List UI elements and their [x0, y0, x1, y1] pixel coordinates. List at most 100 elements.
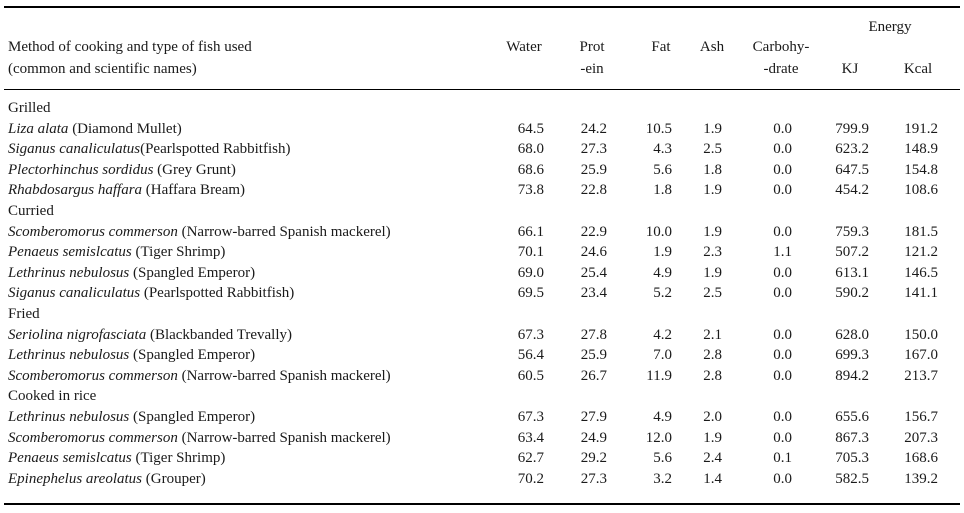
cell-carbohydrate: 0.0: [773, 141, 792, 158]
cell-protein: 27.3: [580, 141, 607, 158]
fish-name-cell: Lethrinus nebulosus (Spangled Emperor): [8, 407, 255, 427]
cell-water: 69.5: [517, 285, 544, 302]
cell-ash: 2.8: [703, 347, 722, 364]
cell-water: 68.6: [517, 161, 544, 178]
cell-protein: 24.9: [580, 429, 607, 446]
cell-energy-kcal: 181.5: [904, 223, 938, 240]
cell-water: 70.1: [517, 244, 544, 261]
table-row: Penaeus semislcatus (Tiger Shrimp) 70.1 24…: [0, 242, 964, 263]
cell-energy-kj: 705.3: [835, 450, 869, 467]
cell-ash: 1.9: [703, 429, 722, 446]
cell-carbohydrate: 0.0: [773, 367, 792, 384]
scientific-name: Plectorhinchus sordidus: [8, 161, 154, 178]
group-header-row: Cooked in rice: [0, 386, 964, 407]
scientific-name: Siganus canaliculatus: [8, 285, 141, 302]
table-row: Scomberomorus commerson (Narrow-barred S…: [0, 428, 964, 449]
cell-ash: 1.9: [703, 223, 722, 240]
cell-water: 67.3: [517, 409, 544, 425]
common-name: (Grey Grunt): [153, 161, 236, 178]
cell-fat: 3.2: [653, 470, 672, 487]
cell-water: 56.4: [517, 347, 544, 364]
cell-carbohydrate: 0.0: [773, 264, 792, 281]
fish-name-cell: Lethrinus nebulosus (Spangled Emperor): [8, 345, 255, 365]
cell-energy-kcal: 207.3: [904, 429, 938, 446]
common-name: (Spangled Emperor): [129, 409, 256, 425]
common-name: (Diamond Mullet): [68, 120, 182, 137]
cell-water: 68.0: [517, 141, 544, 158]
scientific-name: Lethrinus nebulosus: [8, 264, 130, 281]
cell-energy-kj: 759.3: [835, 223, 869, 240]
cell-energy-kcal: 191.2: [904, 120, 938, 137]
cell-fat: 7.0: [653, 347, 672, 364]
cell-energy-kj: 699.3: [835, 347, 869, 364]
cell-energy-kj: 647.5: [835, 161, 869, 178]
cell-energy-kcal: 168.6: [904, 450, 938, 467]
cell-energy-kcal: 146.5: [904, 264, 938, 281]
cell-fat: 1.9: [653, 244, 672, 261]
cell-energy-kcal: 154.8: [904, 161, 938, 178]
cell-protein: 22.8: [580, 182, 607, 199]
scientific-name: Penaeus semislcatus: [8, 450, 132, 467]
cell-ash: 2.1: [703, 326, 722, 343]
header-energy-kcal: Kcal: [903, 61, 933, 77]
cell-ash: 1.9: [703, 120, 722, 137]
table-row: Scomberomorus commerson (Narrow-barred S…: [0, 222, 964, 243]
group-header-row: Fried: [0, 304, 964, 325]
cell-fat: 5.6: [653, 161, 672, 178]
fish-name-cell: Seriolina nigrofasciata (Blackbanded Tre…: [8, 325, 292, 345]
fish-name-cell: Penaeus semislcatus (Tiger Shrimp): [8, 242, 225, 262]
header-method-line1: Method of cooking and type of fish used: [8, 39, 252, 55]
common-name: (Haffara Bream): [142, 182, 246, 199]
cell-carbohydrate: 0.1: [773, 450, 792, 467]
cell-energy-kj: 454.2: [835, 182, 869, 199]
table-row: Siganus canaliculatus (Pearlspotted Rabb…: [0, 283, 964, 304]
cell-fat: 10.5: [645, 120, 672, 137]
cell-fat: 4.3: [653, 141, 672, 158]
cooking-method-label: Curried: [8, 203, 54, 219]
fish-name-cell: Plectorhinchus sordidus (Grey Grunt): [8, 160, 236, 180]
header-energy: Energy: [868, 19, 912, 35]
scientific-name: Siganus canaliculatus: [8, 141, 141, 158]
cell-energy-kcal: 139.2: [904, 470, 938, 487]
scientific-name: Epinephelus areolatus: [8, 470, 143, 487]
header-carbohydrate-line1: Carbohy-: [752, 39, 810, 55]
cell-protein: 26.7: [580, 367, 607, 384]
cell-energy-kj: 507.2: [835, 244, 869, 261]
cell-fat: 4.2: [653, 326, 672, 343]
cell-energy-kj: 623.2: [835, 141, 869, 158]
header-energy-kj: KJ: [841, 61, 859, 77]
top-rule: [4, 6, 960, 8]
cell-water: 70.2: [517, 470, 544, 487]
cell-energy-kcal: 213.7: [904, 367, 938, 384]
cell-protein: 27.8: [580, 326, 607, 343]
cell-water: 63.4: [517, 429, 544, 446]
cell-water: 62.7: [517, 450, 544, 467]
cell-energy-kj: 799.9: [835, 120, 869, 137]
scientific-name: Rhabdosargus haffara: [8, 182, 143, 199]
fish-name-cell: Scomberomorus commerson (Narrow-barred S…: [8, 366, 391, 386]
scientific-name: Lethrinus nebulosus: [8, 347, 130, 364]
bottom-rule: [4, 503, 960, 505]
cell-ash: 2.3: [703, 244, 722, 261]
cell-energy-kcal: 108.6: [904, 182, 938, 199]
cell-ash: 1.9: [703, 182, 722, 199]
fish-name-cell: Epinephelus areolatus (Grouper): [8, 469, 206, 489]
header-water: Water: [506, 39, 542, 55]
cell-protein: 27.9: [580, 409, 607, 425]
common-name: (Tiger Shrimp): [131, 450, 226, 467]
common-name: (Narrow-barred Spanish mackerel): [177, 367, 391, 384]
cell-ash: 1.9: [703, 264, 722, 281]
fish-name-cell: Siganus canaliculatus(Pearlspotted Rabbi…: [8, 139, 290, 159]
cell-energy-kcal: 156.7: [904, 409, 938, 425]
cell-ash: 2.5: [703, 285, 722, 302]
cell-protein: 25.9: [580, 161, 607, 178]
scientific-name: Scomberomorus commerson: [8, 429, 178, 446]
cell-protein: 25.9: [580, 347, 607, 364]
fish-name-cell: Rhabdosargus haffara (Haffara Bream): [8, 180, 245, 200]
cell-fat: 4.9: [653, 264, 672, 281]
table-row: Lethrinus nebulosus (Spangled Emperor) 69…: [0, 263, 964, 284]
cell-protein: 27.3: [580, 470, 607, 487]
cell-carbohydrate: 0.0: [773, 429, 792, 446]
cell-fat: 12.0: [645, 429, 672, 446]
common-name: (Blackbanded Trevally): [146, 326, 293, 343]
